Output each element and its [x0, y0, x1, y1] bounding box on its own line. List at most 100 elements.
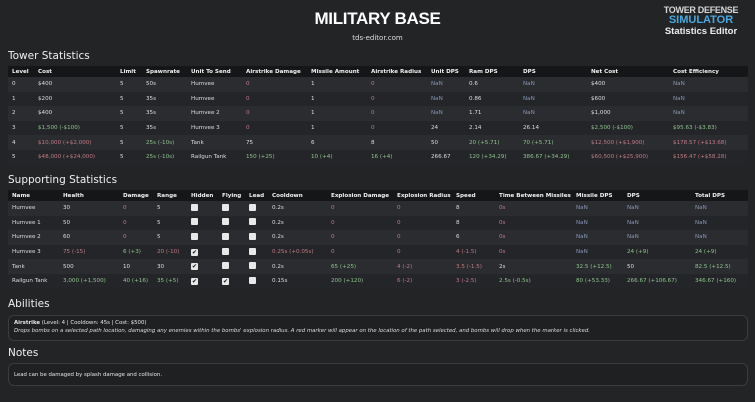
- table-cell: 25s (-10s): [142, 135, 187, 150]
- table-cell: 0: [327, 201, 393, 216]
- checkbox[interactable]: ✔: [222, 277, 229, 285]
- table-cell: $1,000: [587, 106, 669, 121]
- checkbox[interactable]: [249, 276, 256, 284]
- column-header: Explosion Damage: [327, 190, 393, 201]
- checkbox[interactable]: [191, 203, 198, 211]
- table-cell: [245, 215, 268, 231]
- table-cell: 6 (+3): [119, 244, 153, 260]
- checkbox[interactable]: [222, 247, 229, 255]
- table-cell: 6: [452, 230, 495, 245]
- table-cell: [218, 215, 245, 231]
- table-cell: 40 (+16): [119, 273, 153, 289]
- table-cell: [218, 230, 245, 245]
- checkbox[interactable]: [249, 232, 256, 240]
- checkbox[interactable]: [249, 203, 256, 211]
- table-cell: $2,500 (-$100): [587, 120, 669, 136]
- table-cell: NaN: [691, 215, 748, 231]
- table-cell: 1: [307, 91, 367, 107]
- table-cell: $95.63 (-$3.83): [669, 120, 748, 136]
- table-cell: 35s: [142, 120, 187, 136]
- table-cell: 120 (+34.29): [465, 149, 519, 165]
- table-cell: $60,500 (+$25,900): [587, 149, 669, 165]
- table-cell: 82.5 (+12.5): [691, 259, 748, 274]
- table-cell: $400: [587, 77, 669, 92]
- table-cell: Railgun Tank: [187, 149, 242, 165]
- column-header: Explosion Radius: [393, 190, 452, 201]
- table-cell: NaN: [519, 91, 587, 107]
- table-cell: $48,000 (+$24,000): [34, 149, 116, 165]
- column-header: Spawnrate: [142, 66, 187, 77]
- table-cell: 0: [8, 77, 34, 92]
- table-cell: NaN: [572, 244, 623, 260]
- table-cell: 0: [367, 77, 427, 92]
- checkbox[interactable]: [222, 218, 229, 226]
- table-cell: $400: [34, 106, 116, 121]
- ability-description: Drops bombs on a selected path location,…: [14, 328, 590, 334]
- table-cell: 8: [452, 215, 495, 231]
- checkbox[interactable]: [191, 218, 198, 226]
- table-cell: 0.15s: [268, 273, 327, 289]
- checkbox[interactable]: [191, 232, 198, 240]
- table-cell: [187, 215, 218, 231]
- table-row: Tank 500 10 30 ✔ 0.2s 65 (+25) 4 (-2) 3.5 (-1.5)…: [8, 259, 748, 274]
- checkbox[interactable]: ✔: [191, 277, 198, 285]
- table-row: Humvee 1 50 0 5 0.2s 0 0 8 0s NaN NaN NaN: [8, 215, 748, 231]
- table-cell: 30: [59, 201, 119, 216]
- table-cell: Humvee: [187, 77, 242, 92]
- table-cell: [218, 201, 245, 216]
- table-cell: 26.14: [519, 120, 587, 136]
- table-cell: [218, 244, 245, 260]
- checkbox[interactable]: [249, 247, 256, 255]
- table-cell: 0: [393, 201, 452, 216]
- column-header: Cost Efficiency: [669, 66, 748, 77]
- table-cell: 32.5 (+12.5): [572, 259, 623, 274]
- table-cell: 0: [327, 230, 393, 245]
- checkbox[interactable]: [222, 203, 229, 211]
- table-cell: 0: [393, 244, 452, 260]
- table-cell: 0.6: [465, 77, 519, 92]
- table-cell: 25s (-10s): [142, 149, 187, 165]
- checkbox[interactable]: ✔: [191, 263, 198, 271]
- table-cell: NaN: [427, 106, 465, 121]
- table-cell: 0: [367, 91, 427, 107]
- table-cell: NaN: [427, 91, 465, 107]
- table-cell: 75: [242, 135, 307, 150]
- table-cell: $12,500 (+$1,900): [587, 135, 669, 150]
- table-cell: 65 (+25): [327, 259, 393, 274]
- table-cell: 0: [119, 201, 153, 216]
- table-cell: 3.5 (-1.5): [452, 259, 495, 274]
- table-cell: Humvee 2: [187, 106, 242, 121]
- logo-line-2: SIMULATOR: [668, 14, 734, 26]
- table-cell: 0: [119, 230, 153, 245]
- checkbox[interactable]: [249, 262, 256, 270]
- table-cell: 2s: [495, 259, 572, 274]
- table-cell: 200 (+120): [327, 273, 393, 289]
- checkbox[interactable]: [222, 232, 229, 240]
- table-cell: 6: [307, 135, 367, 150]
- table-cell: 8: [367, 135, 427, 150]
- table-cell: 8: [452, 201, 495, 216]
- table-cell: ✔: [218, 273, 245, 289]
- column-header: Ram DPS: [465, 66, 519, 77]
- table-cell: 0s: [495, 215, 572, 231]
- checkbox[interactable]: [222, 262, 229, 270]
- table-cell: $600: [587, 91, 669, 107]
- site-link[interactable]: tds-editor.com: [352, 34, 403, 42]
- table-cell: 5: [116, 91, 142, 107]
- table-cell: 4: [8, 135, 34, 150]
- checkbox[interactable]: ✔: [191, 248, 198, 256]
- table-cell: Humvee 2: [8, 230, 59, 245]
- table-cell: 0: [393, 230, 452, 245]
- table-cell: [245, 273, 268, 289]
- table-cell: NaN: [519, 106, 587, 121]
- checkbox[interactable]: [249, 218, 256, 226]
- table-cell: 10: [119, 259, 153, 274]
- table-cell: 2.14: [465, 120, 519, 136]
- table-row: 1 $200 5 35s Humvee 0 1 0 NaN 0.86 NaN $600 NaN: [8, 91, 748, 107]
- column-header: Cooldown: [268, 190, 327, 201]
- table-cell: 5: [153, 201, 187, 216]
- table-cell: 80 (+53.33): [572, 273, 623, 289]
- column-header: Cost: [34, 66, 116, 77]
- column-header: Level: [8, 66, 34, 77]
- table-cell: 35 (+5): [153, 273, 187, 289]
